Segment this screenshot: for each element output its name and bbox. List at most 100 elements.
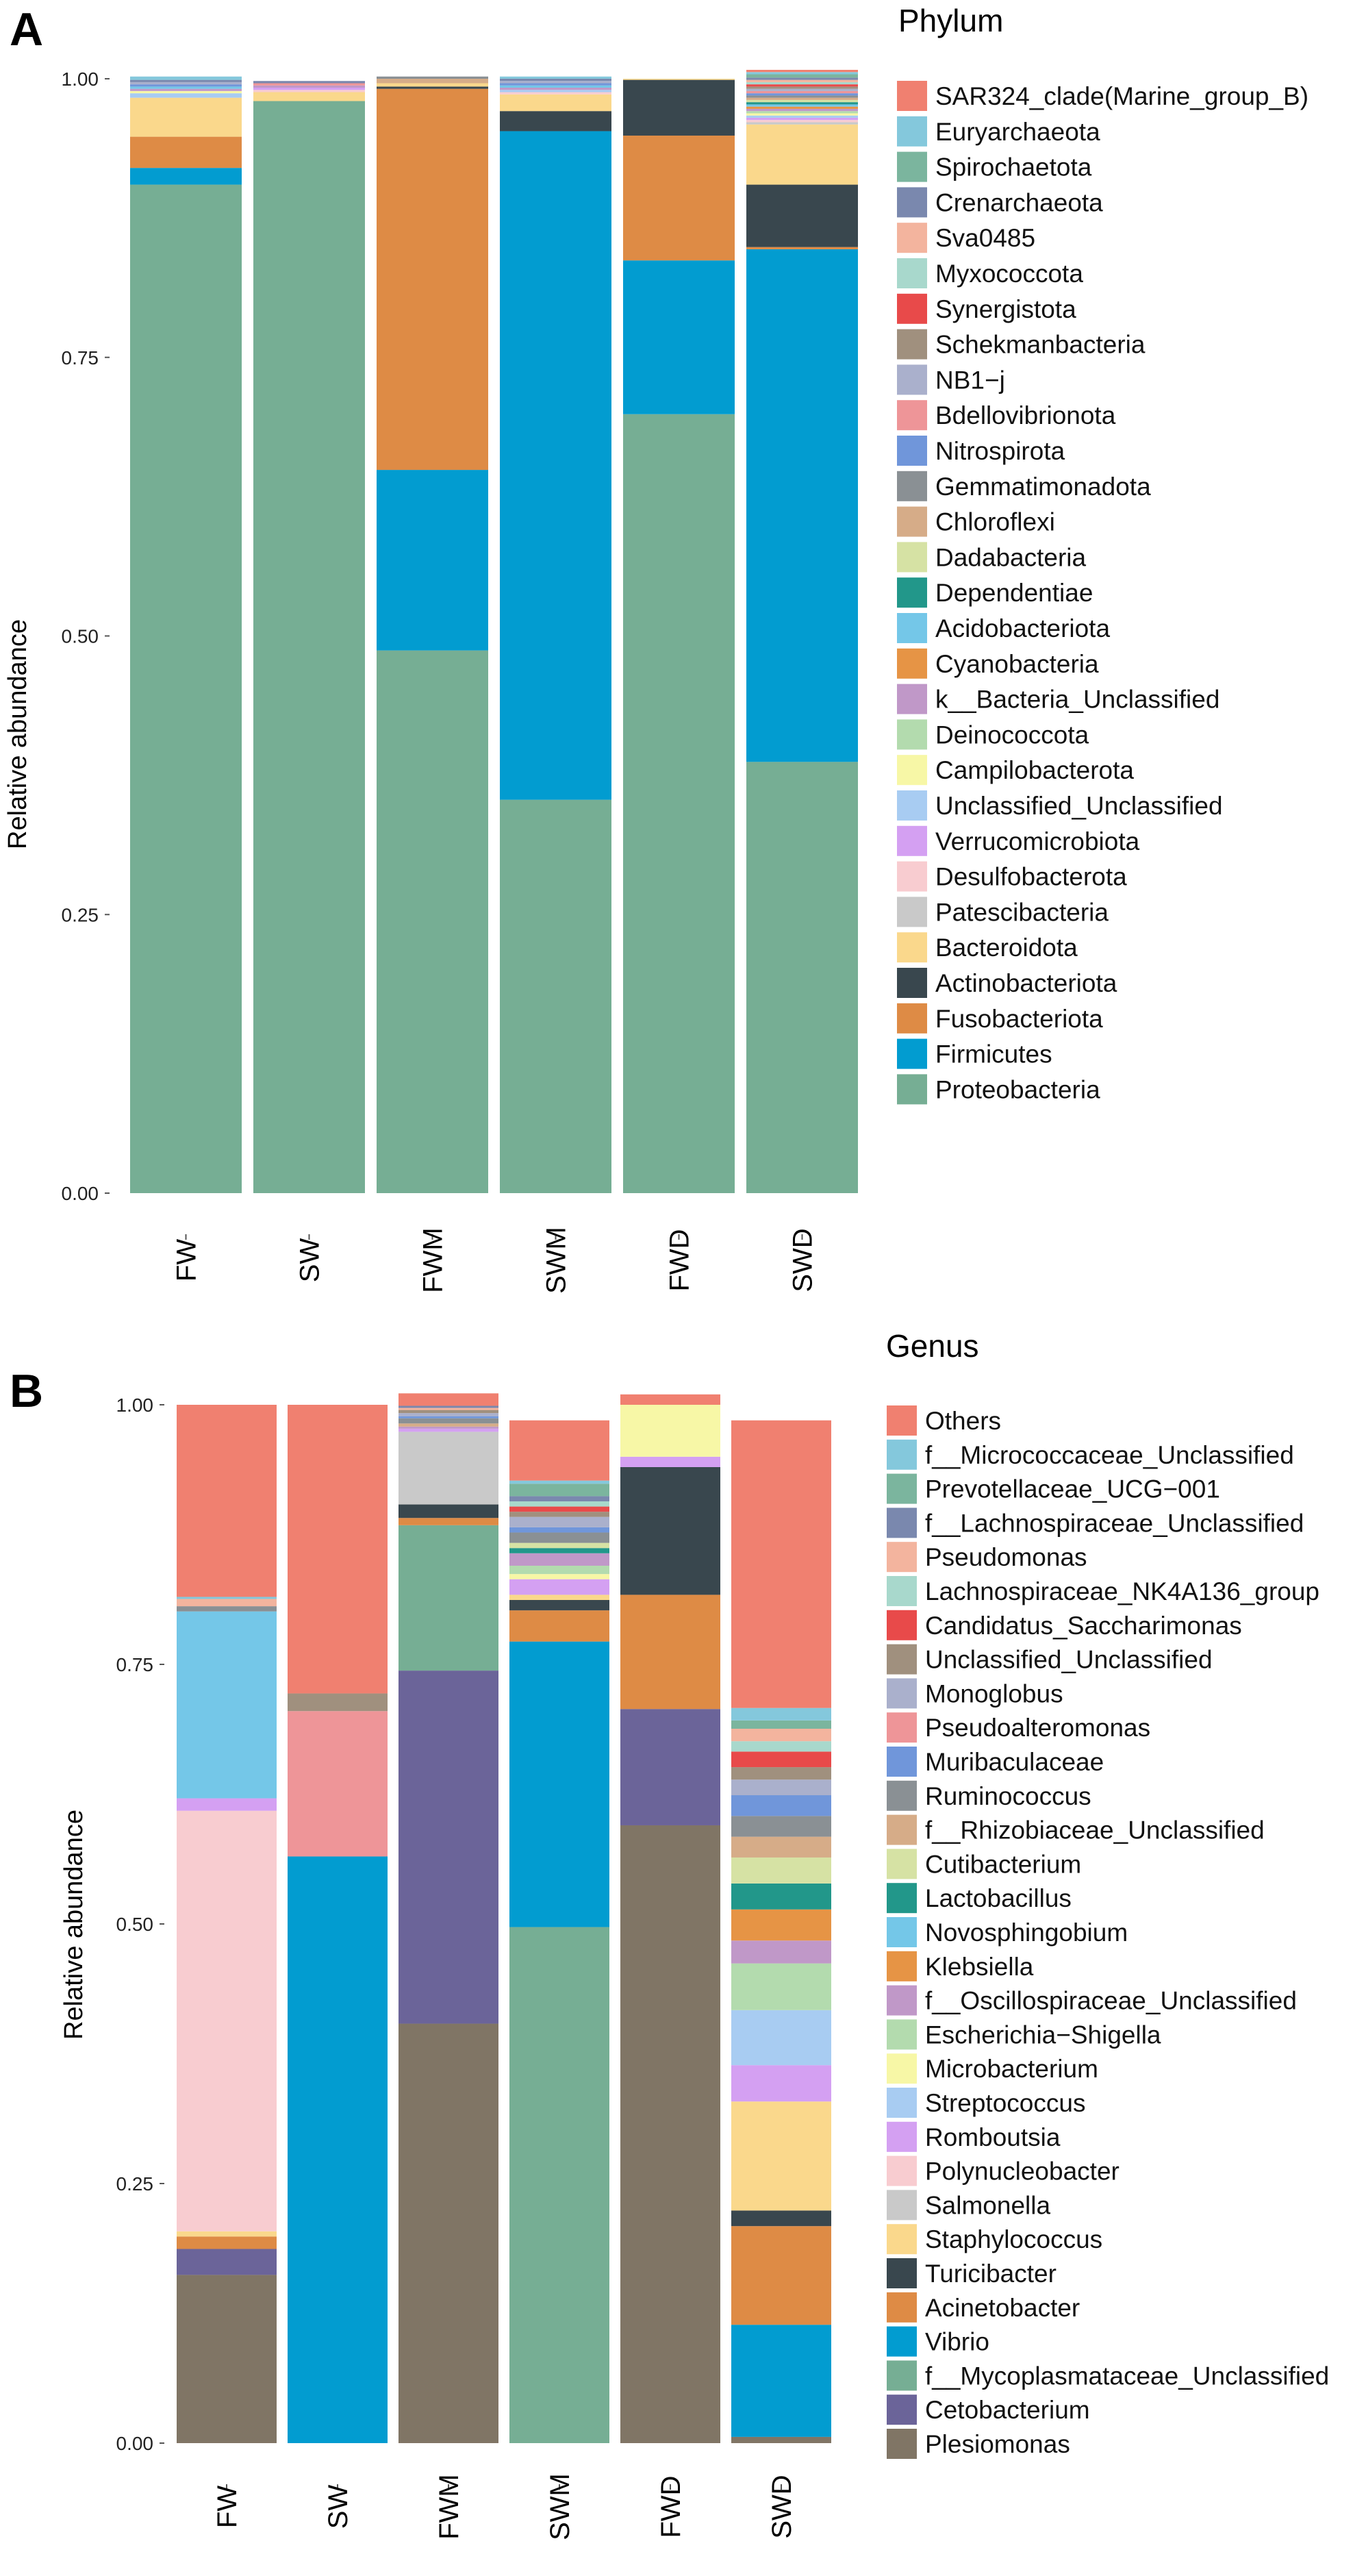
legend-title-b: Genus [886,1328,979,1364]
legend-swatch [887,2190,917,2221]
bar-segment [746,762,858,1193]
panel-a-phylum-chart: A Relative abundance Phylum 0.00 0.25 0.50… [3,3,1308,1294]
bar-segment [746,90,858,94]
legend-swatch [897,81,927,111]
bar-segment [509,1484,609,1497]
bar-segment [731,2210,831,2227]
legend-label: Campilobacterota [935,756,1134,784]
bar-segment [746,249,858,762]
legend-label: Desulfobacterota [935,863,1127,891]
legend-swatch [887,2292,917,2323]
bar-segment [399,1408,498,1410]
legend-swatch [897,932,927,963]
bar-segment [731,1720,831,1729]
x-tick-label: FW [172,1239,202,1281]
y-tick-label: 0.50 [116,1914,154,1935]
bar-segment [746,99,858,103]
legend-swatch [887,2326,917,2357]
bar-segment [746,88,858,91]
legend-swatch [897,329,927,360]
bar-segment [253,101,365,1193]
legend-label: Romboutsia [925,2123,1061,2151]
bar-segment [509,1480,609,1484]
bar-segment [731,1708,831,1721]
bar-segment [746,111,858,114]
bar-segment [731,2325,831,2437]
panel-label-a: A [10,3,43,55]
bar-segment [377,88,488,471]
bar-segment [509,1641,609,1927]
bar-segment [288,1405,388,1694]
legend-swatch [887,1439,917,1470]
bar-segment [746,247,858,249]
bar-segment [746,122,858,125]
y-tick-label: 0.50 [62,626,99,647]
legend-swatch [887,2224,917,2255]
legend-swatch [897,151,927,182]
legend-label: Myxococcota [935,260,1083,288]
bar-segment [130,86,242,89]
bar-segment [130,168,242,185]
legend-swatch [897,968,927,998]
bar-segment [253,90,365,92]
legend-swatch [897,506,927,537]
legend-swatch [897,1003,927,1034]
legend-swatch [897,825,927,856]
bar-segment [509,1553,609,1566]
bar-segment [746,69,858,73]
legend-label: Cyanobacteria [935,650,1099,678]
bar-segment [130,79,242,82]
bar-segment [623,414,735,1193]
legend-label: Cutibacterium [925,1850,1081,1878]
legend-swatch [887,1814,917,1845]
bar-segment [130,90,242,94]
legend-swatch [887,2429,917,2459]
bar-segment [731,1816,831,1837]
bar-segment [500,799,611,1193]
legend-swatch [887,2394,917,2425]
bar-segment [177,1606,277,1612]
y-tick-label: 0.25 [62,904,99,925]
bar-segment [746,72,858,75]
bar-segment [177,2249,277,2275]
bar-segment [509,1542,609,1549]
bar-segment [509,1516,609,1527]
x-tick-label: FWM [434,2474,464,2540]
x-tick-label: SWD [788,1228,818,1292]
bar-segment [731,1883,831,1910]
legend-swatch [887,1747,917,1777]
bar-segment [130,88,242,91]
x-tick-label: SWD [767,2475,797,2538]
bar-segment [288,1711,388,1857]
bar-segment [731,1751,831,1768]
bar-segment [288,1856,388,2443]
bar-segment [509,1512,609,1517]
bar-segment [399,1418,498,1424]
bar-segment [509,1574,609,1579]
legend-label: Prevotellaceae_UCG−001 [925,1475,1220,1503]
bar-segment [731,1728,831,1742]
legend-label: Plesiomonas [925,2430,1070,2458]
plot-area-a: 0.00 0.25 0.50 0.75 1.00 FW SW FWM SWM FWD SWD [62,68,858,1294]
plot-area-b: 0.00 0.25 0.50 0.75 1.00 FW SW FWM SWM FWD SWD [116,1393,831,2540]
bar-segment [620,1466,720,1595]
bar-segment [746,113,858,116]
legend-swatch [897,1038,927,1069]
legend-label: Polynucleobacter [925,2158,1120,2186]
legend-swatch [897,400,927,431]
bar-segment [731,1420,831,1708]
bar-segment [253,83,365,86]
legend-swatch [887,1644,917,1675]
bar-segment [746,82,858,85]
bar-segment [746,79,858,82]
bar-segment [509,1600,609,1611]
bar-segment [746,74,858,78]
legend-swatch [887,1576,917,1606]
legend-label: Crenarchaeota [935,188,1103,216]
bar-segment [746,86,858,89]
legend-label: Staphylococcus [925,2225,1102,2253]
bar-segment [253,92,365,101]
x-tick-label: FW [212,2486,242,2528]
bar-segment [746,115,858,118]
bar-segment [177,1798,277,1811]
